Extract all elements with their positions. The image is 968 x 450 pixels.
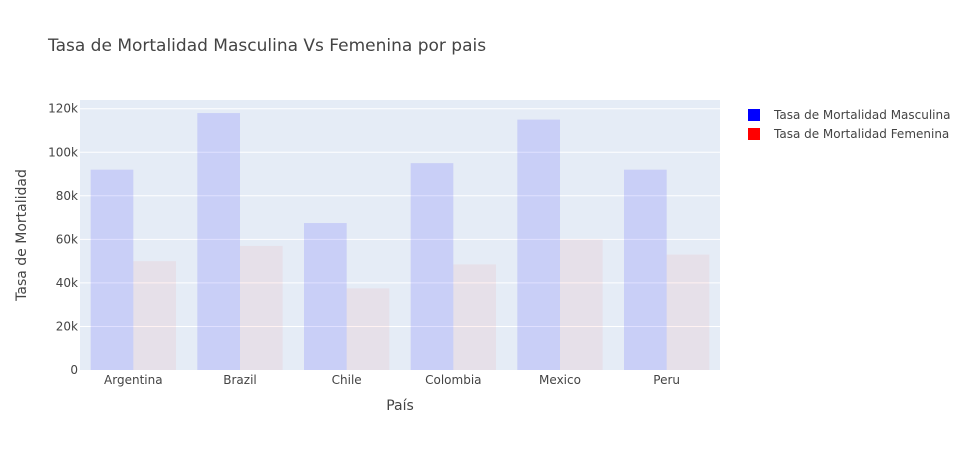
x-tick-label: Mexico xyxy=(539,373,581,387)
bar-femenina-chile[interactable] xyxy=(346,288,390,370)
bar-masculina-brazil[interactable] xyxy=(197,113,240,370)
y-axis-title: Tasa de Mortalidad xyxy=(14,169,30,302)
legend-swatch[interactable] xyxy=(748,128,760,140)
bar-masculina-mexico[interactable] xyxy=(517,119,560,370)
x-tick-label: Argentina xyxy=(104,373,163,387)
x-tick-label: Brazil xyxy=(223,373,257,387)
x-tick-label: Colombia xyxy=(425,373,481,387)
bar-femenina-brazil[interactable] xyxy=(240,245,283,370)
y-tick-label: 20k xyxy=(56,319,78,333)
y-axis-ticks: 0 20k 40k 60k 80k 100k 120k xyxy=(48,102,78,377)
bar-masculina-colombia[interactable] xyxy=(410,163,454,370)
plot-area xyxy=(80,100,720,370)
y-tick-label: 40k xyxy=(56,276,78,290)
bar-femenina-mexico[interactable] xyxy=(560,239,603,370)
gridlines xyxy=(80,108,720,327)
x-tick-label: Chile xyxy=(332,373,362,387)
y-tick-label: 0 xyxy=(70,363,78,377)
bars xyxy=(90,113,710,370)
y-tick-label: 100k xyxy=(48,145,78,159)
bar-masculina-argentina[interactable] xyxy=(90,169,134,370)
y-tick-label: 60k xyxy=(56,232,78,246)
bar-masculina-peru[interactable] xyxy=(624,169,667,370)
x-axis-ticks: Argentina Brazil Chile Colombia Mexico Peru xyxy=(104,373,680,387)
bar-femenina-peru[interactable] xyxy=(666,254,710,370)
x-tick-label: Peru xyxy=(653,373,680,387)
legend-swatch[interactable] xyxy=(748,109,760,121)
legend[interactable]: Tasa de Mortalidad Masculina Tasa de Mort… xyxy=(748,108,950,141)
legend-label[interactable]: Tasa de Mortalidad Masculina xyxy=(773,108,950,122)
legend-label[interactable]: Tasa de Mortalidad Femenina xyxy=(773,127,949,141)
y-tick-label: 80k xyxy=(56,189,78,203)
x-axis-title: País xyxy=(386,398,414,414)
chart-title: Tasa de Mortalidad Masculina Vs Femenina… xyxy=(47,36,486,56)
bar-femenina-colombia[interactable] xyxy=(453,264,496,370)
y-tick-label: 120k xyxy=(48,102,78,116)
bar-masculina-chile[interactable] xyxy=(304,223,347,370)
bar-femenina-argentina[interactable] xyxy=(133,261,176,370)
